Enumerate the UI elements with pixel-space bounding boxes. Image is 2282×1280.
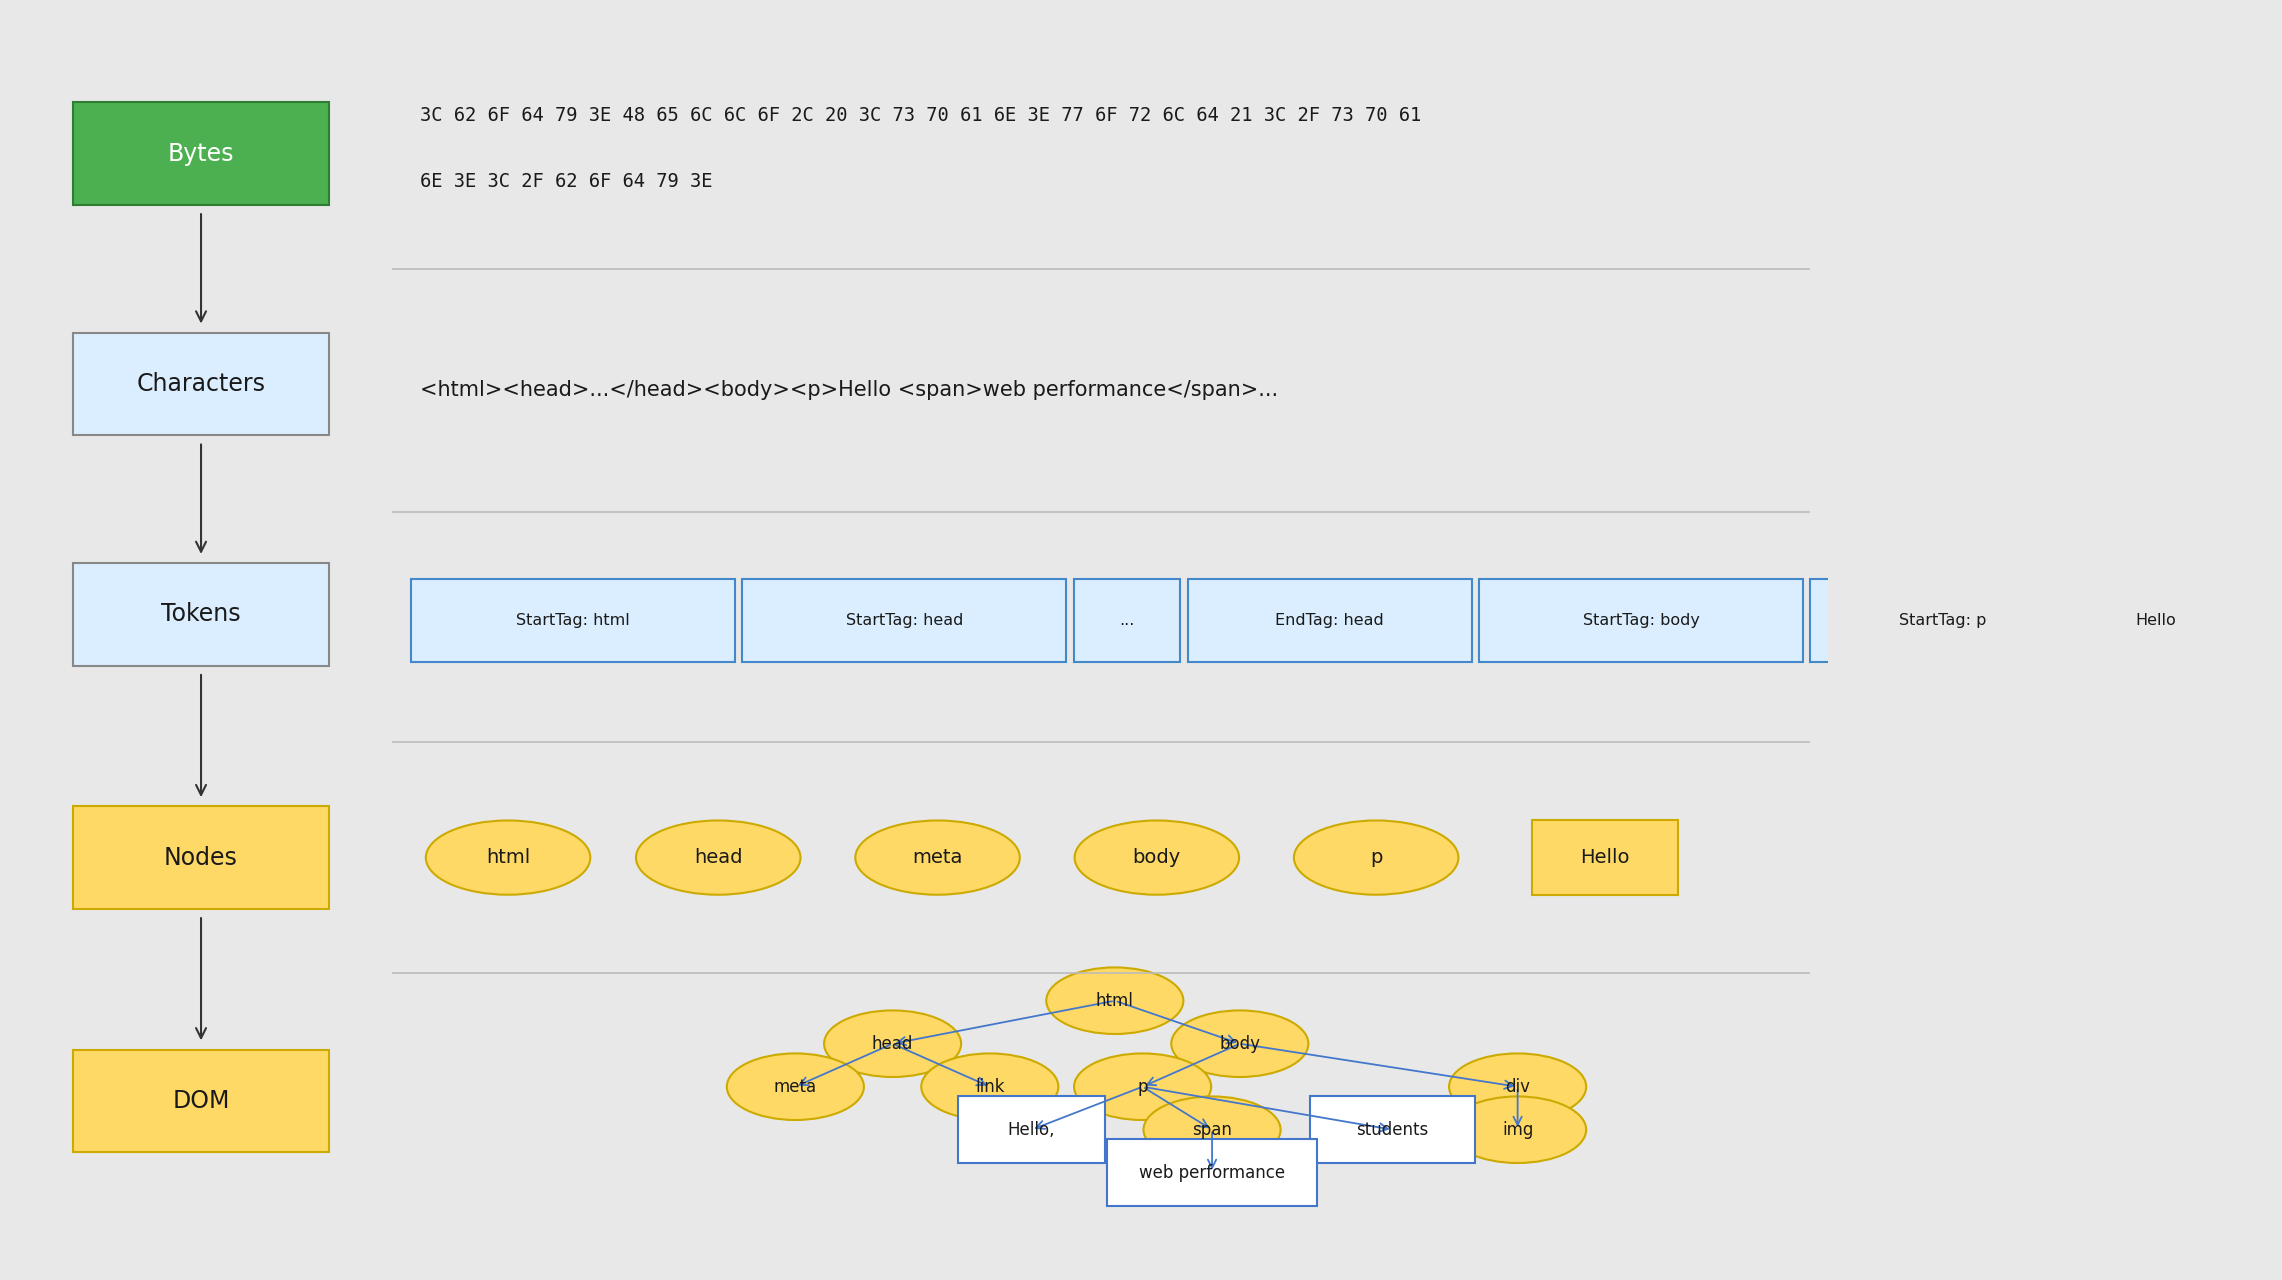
Text: meta: meta (774, 1078, 817, 1096)
Ellipse shape (1294, 820, 1458, 895)
Text: ...: ... (1118, 613, 1134, 628)
Ellipse shape (856, 820, 1020, 895)
Ellipse shape (1449, 1097, 1586, 1164)
Text: p: p (1136, 1078, 1148, 1096)
FancyBboxPatch shape (73, 333, 329, 435)
Text: Hello: Hello (2136, 613, 2175, 628)
Text: 3C 62 6F 64 79 3E 48 65 6C 6C 6F 2C 20 3C 73 70 61 6E 3E 77 6F 72 6C 64 21 3C 2F: 3C 62 6F 64 79 3E 48 65 6C 6C 6F 2C 20 3… (420, 106, 1422, 124)
FancyBboxPatch shape (73, 806, 329, 909)
Ellipse shape (1075, 820, 1239, 895)
Text: html: html (486, 849, 529, 867)
Text: head: head (872, 1034, 913, 1052)
Text: StartTag: body: StartTag: body (1584, 613, 1700, 628)
Text: html: html (1095, 992, 1134, 1010)
Text: <html><head>...</head><body><p>Hello <span>web performance</span>...: <html><head>...</head><body><p>Hello <sp… (420, 380, 1278, 401)
Text: Bytes: Bytes (169, 142, 235, 165)
FancyBboxPatch shape (742, 579, 1066, 663)
Text: meta: meta (913, 849, 963, 867)
FancyBboxPatch shape (1531, 820, 1677, 895)
Ellipse shape (637, 820, 801, 895)
Ellipse shape (728, 1053, 865, 1120)
FancyBboxPatch shape (73, 102, 329, 205)
FancyBboxPatch shape (1310, 1097, 1474, 1164)
Ellipse shape (922, 1053, 1059, 1120)
Text: body: body (1132, 849, 1182, 867)
Text: web performance: web performance (1139, 1164, 1285, 1181)
Text: StartTag: p: StartTag: p (1899, 613, 1985, 628)
Text: Hello,: Hello, (1009, 1121, 1054, 1139)
Ellipse shape (1075, 1053, 1212, 1120)
FancyBboxPatch shape (2083, 579, 2230, 663)
Ellipse shape (427, 820, 591, 895)
FancyBboxPatch shape (1479, 579, 1803, 663)
Ellipse shape (1045, 968, 1184, 1034)
Text: Characters: Characters (137, 372, 265, 396)
FancyBboxPatch shape (73, 1050, 329, 1152)
FancyBboxPatch shape (1810, 579, 2074, 663)
Text: head: head (694, 849, 742, 867)
Text: 6E 3E 3C 2F 62 6F 64 79 3E: 6E 3E 3C 2F 62 6F 64 79 3E (420, 173, 712, 191)
Text: link: link (974, 1078, 1004, 1096)
Text: p: p (1369, 849, 1383, 867)
FancyBboxPatch shape (958, 1097, 1104, 1164)
FancyBboxPatch shape (73, 563, 329, 666)
Ellipse shape (1143, 1097, 1280, 1164)
FancyBboxPatch shape (1107, 1139, 1317, 1206)
Text: body: body (1219, 1034, 1260, 1052)
Ellipse shape (1171, 1010, 1308, 1076)
Text: students: students (1356, 1121, 1429, 1139)
Ellipse shape (824, 1010, 961, 1076)
Text: Tokens: Tokens (162, 603, 242, 626)
Text: EndTag: head: EndTag: head (1276, 613, 1385, 628)
Text: img: img (1502, 1121, 1534, 1139)
FancyBboxPatch shape (2236, 579, 2282, 663)
Text: DOM: DOM (173, 1089, 230, 1112)
Text: Nodes: Nodes (164, 846, 237, 869)
FancyBboxPatch shape (1073, 579, 1180, 663)
Text: Hello: Hello (1579, 849, 1629, 867)
Text: span: span (1191, 1121, 1232, 1139)
FancyBboxPatch shape (411, 579, 735, 663)
FancyBboxPatch shape (1187, 579, 1472, 663)
Text: StartTag: html: StartTag: html (516, 613, 630, 628)
Text: div: div (1506, 1078, 1531, 1096)
Text: StartTag: head: StartTag: head (847, 613, 963, 628)
Ellipse shape (1449, 1053, 1586, 1120)
